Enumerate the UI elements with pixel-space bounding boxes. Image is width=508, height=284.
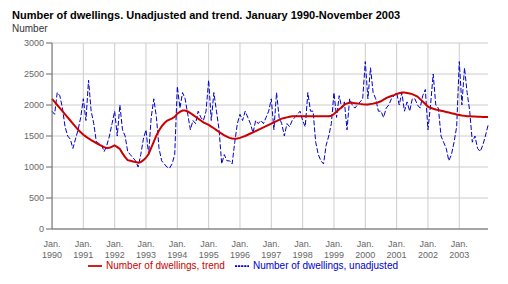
svg-text:1500: 1500 <box>24 131 44 141</box>
svg-text:1000: 1000 <box>24 162 44 172</box>
svg-text:Jan.1999: Jan.1999 <box>324 239 344 260</box>
svg-text:Jan.2002: Jan.2002 <box>418 239 438 260</box>
html-text:Number of dwellings. Unadjuste: Number of dwellings. Unadjusted and tren… <box>12 9 401 21</box>
svg-text:Jan.1993: Jan.1993 <box>136 239 156 260</box>
svg-text:500: 500 <box>29 193 44 203</box>
svg-text:Jan.1996: Jan.1996 <box>230 239 250 260</box>
svg-text:Jan.1992: Jan.1992 <box>105 239 125 260</box>
html-text:Number of dwellings, unadjuste: Number of dwellings, unadjusted <box>252 259 398 271</box>
svg-text:Jan.2000: Jan.2000 <box>355 239 375 260</box>
html-text:Number of dwellings, trend: Number of dwellings, trend <box>106 259 225 271</box>
html-text:Number: Number <box>12 23 48 34</box>
svg-text:2500: 2500 <box>24 69 44 79</box>
svg-text:Jan.1997: Jan.1997 <box>261 239 281 260</box>
svg-text:Jan.1995: Jan.1995 <box>199 239 219 260</box>
svg-text:Jan.2001: Jan.2001 <box>387 239 407 260</box>
svg-text:Jan.1991: Jan.1991 <box>73 239 93 260</box>
svg-text:Jan.1994: Jan.1994 <box>167 239 187 260</box>
svg-text:Jan.1998: Jan.1998 <box>293 239 313 260</box>
svg-text:0: 0 <box>39 224 44 234</box>
svg-text:3000: 3000 <box>24 38 44 48</box>
svg-text:Jan.1990: Jan.1990 <box>42 239 62 260</box>
svg-text:2000: 2000 <box>24 100 44 110</box>
svg-text:Jan.2003: Jan.2003 <box>449 239 469 260</box>
